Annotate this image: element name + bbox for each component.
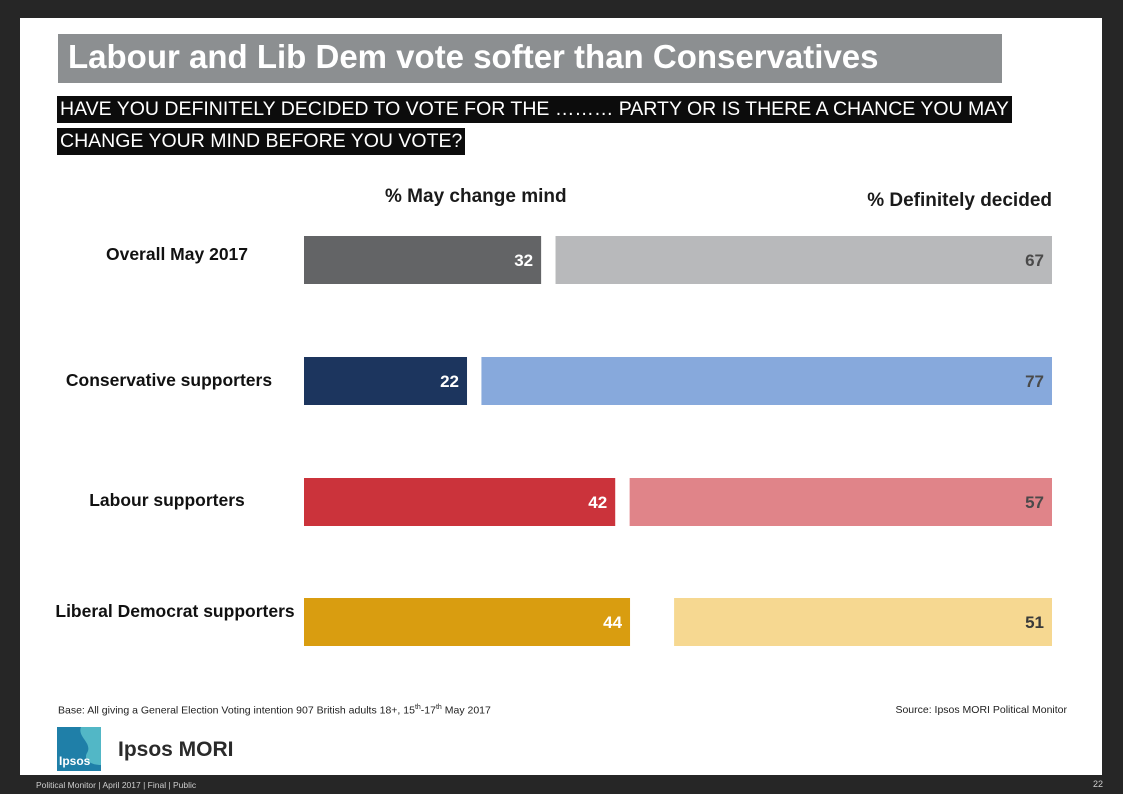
- series-header-may-change: % May change mind: [385, 186, 567, 207]
- question-line-2: CHANGE YOUR MIND BEFORE YOU VOTE?: [57, 128, 466, 155]
- label-may-change-overall: 32: [514, 251, 533, 270]
- bar-definitely-decided-conservative: [481, 357, 1052, 405]
- bar-definitely-decided-overall: [555, 236, 1052, 284]
- bar-definitely-decided-labour: [629, 478, 1052, 526]
- series-header-definitely-decided: % Definitely decided: [867, 190, 1052, 211]
- chart-title: Labour and Lib Dem vote softer than Cons…: [68, 38, 879, 75]
- ipsos-logo: Ipsos: [57, 727, 101, 771]
- row-label-labour: Labour supporters: [89, 490, 245, 510]
- label-may-change-labour: 42: [588, 493, 607, 512]
- bar-chart: 32 67 22 77 42 57 44 51: [304, 236, 1052, 646]
- title-banner: Labour and Lib Dem vote softer than Cons…: [58, 34, 1002, 83]
- label-may-change-libdem: 44: [603, 613, 622, 632]
- row-label-overall: Overall May 2017: [105, 244, 249, 264]
- brand-name: Ipsos MORI: [118, 738, 234, 761]
- bar-may-change-libdem: [304, 598, 631, 646]
- label-definitely-decided-overall: 67: [1025, 251, 1044, 270]
- label-definitely-decided-labour: 57: [1025, 493, 1044, 512]
- slide: Labour and Lib Dem vote softer than Cons…: [20, 18, 1102, 775]
- bar-may-change-labour: [304, 478, 616, 526]
- row-label-conservative: Conservative supporters: [65, 370, 273, 390]
- base-note: Base: All giving a General Election Voti…: [58, 704, 491, 717]
- bar-definitely-decided-libdem: [674, 598, 1052, 646]
- label-definitely-decided-libdem: 51: [1025, 613, 1044, 632]
- label-may-change-conservative: 22: [440, 372, 459, 391]
- row-label-libdem: Liberal Democrat supporters: [55, 601, 295, 621]
- question-line-1: HAVE YOU DEFINITELY DECIDED TO VOTE FOR …: [57, 96, 1012, 123]
- source-note: Source: Ipsos MORI Political Monitor: [895, 704, 1067, 716]
- bar-may-change-conservative: [304, 357, 468, 405]
- bar-may-change-overall: [304, 236, 542, 284]
- footer-text: Political Monitor | April 2017 | Final |…: [36, 780, 197, 790]
- page-number: 22: [1092, 779, 1103, 789]
- label-definitely-decided-conservative: 77: [1025, 372, 1044, 391]
